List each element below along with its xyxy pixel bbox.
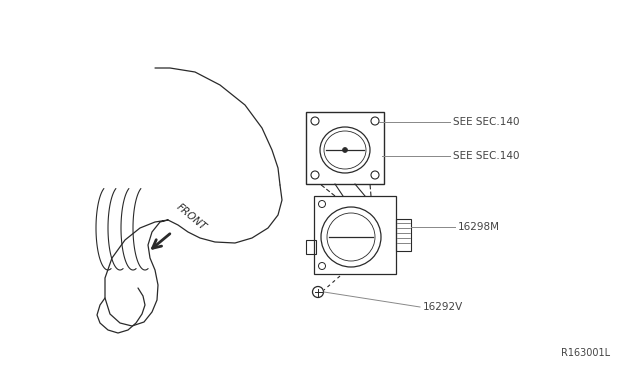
Text: R163001L: R163001L <box>561 348 610 358</box>
Bar <box>306 112 384 184</box>
Bar <box>306 240 316 254</box>
Text: FRONT: FRONT <box>174 202 207 232</box>
Text: 16298M: 16298M <box>458 222 500 232</box>
Circle shape <box>342 148 348 153</box>
Text: SEE SEC.140: SEE SEC.140 <box>453 151 520 161</box>
Text: 16292V: 16292V <box>423 302 463 312</box>
Bar <box>314 196 396 274</box>
Bar <box>396 219 411 251</box>
Text: SEE SEC.140: SEE SEC.140 <box>453 117 520 127</box>
